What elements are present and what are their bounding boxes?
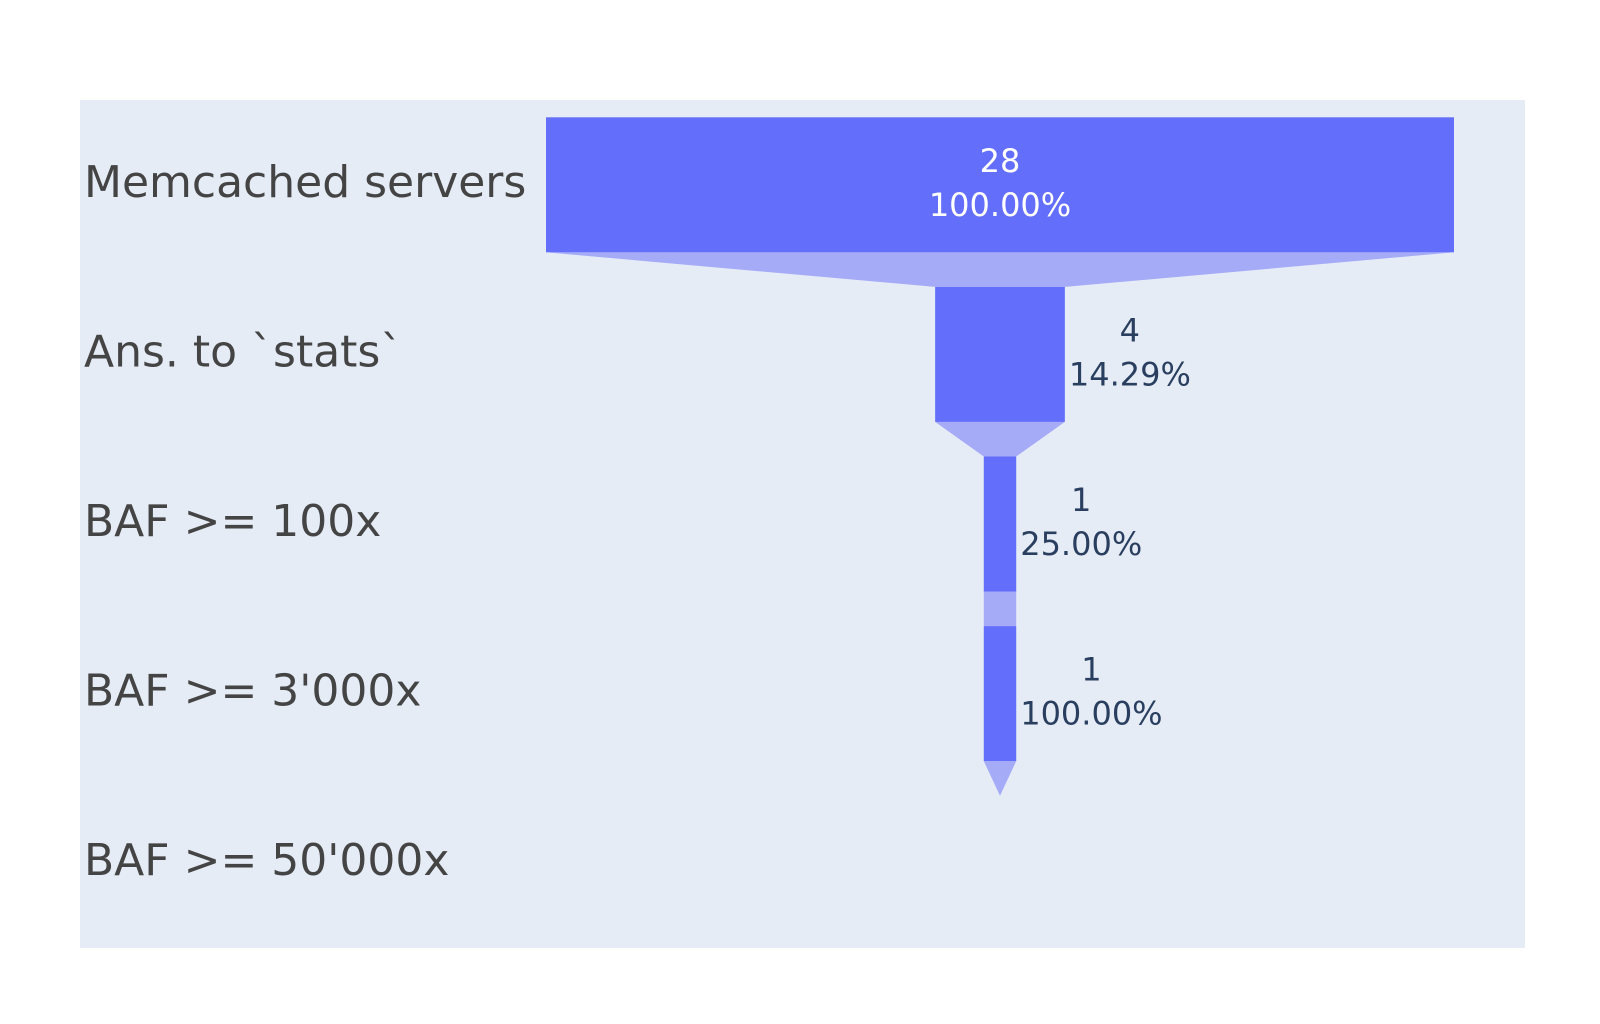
funnel-data-labels: 28 100.00% 4 14.29% 1 25.00% 1 100.00%	[929, 142, 1191, 733]
funnel-bar	[983, 456, 1017, 592]
stage-label: Memcached servers	[84, 157, 526, 208]
funnel-stage-labels: Memcached servers Ans. to `stats` BAF >= 1…	[84, 157, 526, 886]
funnel-bar	[983, 626, 1017, 762]
funnel-connector	[546, 252, 1454, 287]
stage-label: BAF >= 100x	[84, 496, 381, 547]
value-label: 1	[1071, 481, 1091, 519]
percent-label: 100.00%	[1020, 695, 1162, 733]
value-label: 1	[1081, 651, 1101, 689]
funnel-bars	[546, 117, 1454, 762]
stage-label: BAF >= 3'000x	[84, 666, 421, 717]
percent-label: 25.00%	[1020, 525, 1142, 563]
percent-label: 100.00%	[929, 186, 1071, 224]
funnel-connector	[983, 591, 1017, 627]
funnel-connectors	[546, 252, 1454, 796]
funnel-connector	[983, 761, 1017, 796]
value-label: 28	[980, 142, 1021, 180]
stage-label: BAF >= 50'000x	[84, 835, 449, 886]
funnel-bar	[546, 117, 1454, 253]
percent-label: 14.29%	[1069, 355, 1191, 393]
stage-label: Ans. to `stats`	[84, 326, 402, 377]
value-label: 4	[1120, 311, 1140, 349]
funnel-connector	[935, 421, 1065, 457]
funnel-bar	[935, 286, 1065, 422]
